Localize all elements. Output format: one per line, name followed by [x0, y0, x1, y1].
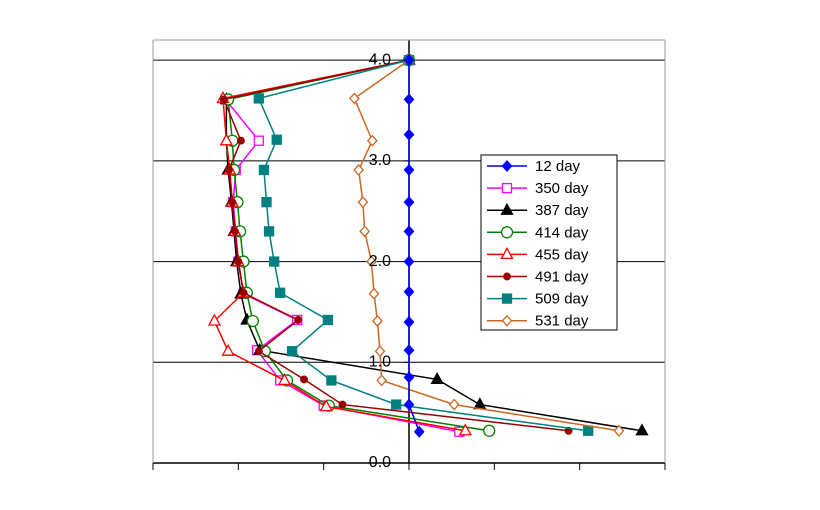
legend-label: 414 day: [535, 224, 589, 241]
y-tick-label: 1.0: [369, 354, 391, 371]
legend-marker: [501, 160, 513, 172]
marker: [357, 196, 369, 209]
y-tick-label: 4.0: [369, 51, 391, 68]
marker: [261, 196, 272, 208]
marker: [219, 133, 233, 146]
marker: [274, 287, 286, 298]
marker: [254, 347, 263, 356]
series: [403, 54, 425, 438]
series: [349, 54, 625, 437]
marker: [403, 255, 415, 268]
marker: [403, 316, 415, 328]
marker: [403, 225, 415, 238]
marker: [430, 372, 444, 385]
marker: [403, 196, 415, 209]
marker: [319, 399, 333, 412]
legend-label: 455 day: [535, 246, 589, 263]
marker: [207, 313, 222, 326]
legend-label: 12 day: [535, 158, 581, 175]
legend-marker: [501, 314, 513, 327]
legend-marker: [500, 202, 514, 215]
marker: [353, 163, 365, 176]
legend-label: 509 day: [535, 291, 589, 308]
marker: [236, 136, 245, 145]
marker: [473, 397, 487, 410]
marker: [403, 163, 415, 176]
marker: [368, 287, 380, 300]
marker: [338, 400, 347, 409]
series: [207, 52, 472, 436]
marker: [286, 346, 298, 357]
marker: [349, 92, 360, 105]
marker: [403, 93, 415, 106]
marker: [366, 255, 377, 268]
marker: [376, 374, 388, 387]
marker: [263, 226, 275, 237]
marker: [326, 375, 337, 386]
plot-layer: 0.0 1.0 2.0 3.0 4.0: [207, 51, 649, 471]
series-line: [224, 59, 460, 433]
marker: [613, 424, 625, 437]
legend-marker: [501, 182, 513, 194]
y-tick-label: 0.0: [369, 454, 391, 471]
series: [220, 54, 465, 437]
marker: [483, 424, 496, 437]
marker: [239, 288, 248, 297]
series: [221, 53, 496, 437]
marker: [246, 314, 259, 328]
marker: [403, 344, 415, 357]
marker: [374, 345, 386, 358]
legend-label: 387 day: [535, 202, 589, 219]
legend-marker: [500, 247, 514, 260]
y-tick-label: 2.0: [369, 253, 391, 270]
marker: [413, 425, 425, 438]
series-line: [213, 59, 466, 432]
marker: [300, 375, 308, 384]
marker: [253, 135, 264, 146]
series: [253, 54, 594, 436]
marker: [403, 398, 415, 411]
marker: [269, 256, 280, 267]
legend-marker: [503, 272, 511, 281]
marker: [391, 399, 402, 410]
marker: [366, 134, 378, 147]
marker: [403, 371, 415, 384]
marker: [635, 423, 649, 436]
marker: [258, 164, 270, 176]
legend-marker: [500, 226, 514, 239]
marker: [322, 314, 334, 326]
marker: [403, 128, 415, 141]
marker: [372, 315, 383, 327]
series-line: [227, 59, 490, 432]
legend-label: 350 day: [535, 180, 589, 197]
marker: [448, 398, 460, 411]
legend: 12 day 350 day 387 day 414 day 455 day 491 da…: [487, 158, 589, 330]
legend-label: 491 day: [535, 268, 589, 285]
legend-label: 531 day: [535, 313, 589, 330]
marker: [403, 285, 415, 298]
marker: [234, 257, 243, 266]
marker: [359, 225, 371, 238]
marker: [458, 423, 472, 436]
marker: [224, 165, 233, 174]
legend-marker: [501, 293, 513, 304]
marker: [271, 134, 282, 145]
y-tick-label: 3.0: [369, 152, 391, 169]
marker: [219, 95, 228, 104]
marker: [277, 373, 292, 386]
marker: [403, 54, 415, 67]
marker: [294, 316, 303, 324]
marker: [221, 343, 235, 356]
marker: [230, 227, 239, 236]
marker: [583, 425, 594, 436]
marker: [228, 198, 237, 207]
marker: [253, 93, 264, 104]
